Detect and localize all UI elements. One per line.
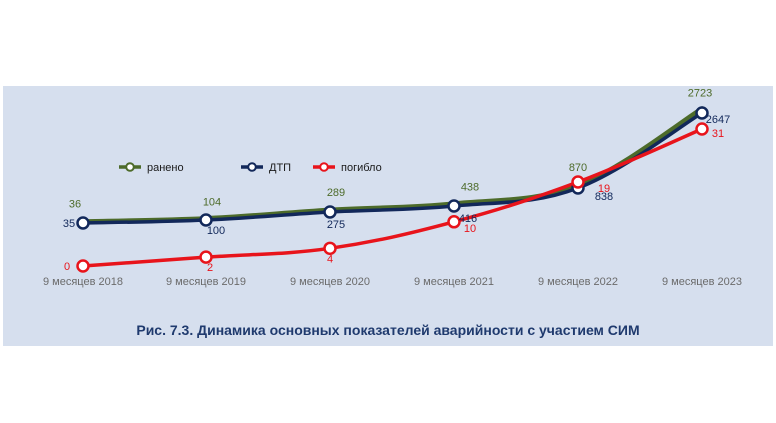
point-pogiblo-2 [323,241,337,256]
series-line-pogiblo [81,127,704,268]
point-dtp-3 [447,199,461,213]
chart-caption: Рис. 7.3. Динамика основных показателей … [136,322,640,338]
legend-marker-1 [247,162,257,172]
data-label-dtp-1: 100 [207,225,225,237]
data-label-pogiblo-3: 10 [464,223,476,235]
data-label-raneno-3: 438 [461,182,479,194]
point-pogiblo-5 [695,122,709,136]
x-tick-label-4: 9 месяцев 2022 [538,276,618,288]
point-pogiblo-4 [571,175,585,189]
data-label-pogiblo-2: 4 [327,253,333,265]
x-tick-label-3: 9 месяцев 2021 [414,276,494,288]
chart-panel: 36 104 289 438 870 2723 35 100 275 416 838 2647 0 2 4 1… [3,86,773,346]
data-label-raneno-0: 36 [69,198,81,210]
data-label-dtp-3: 416 [459,213,477,225]
point-dtp-2 [323,205,337,219]
x-tick-label-5: 9 месяцев 2023 [662,276,742,288]
legend-label-0: ранено [147,162,184,174]
data-label-pogiblo-5: 31 [712,128,724,140]
data-label-pogiblo-4: 19 [598,183,610,195]
line-chart: 36 104 289 438 870 2723 35 100 275 416 838 2647 0 2 4 1… [43,88,742,289]
point-dtp-1 [199,213,213,227]
data-label-pogiblo-1: 2 [207,262,213,274]
x-tick-label-1: 9 месяцев 2019 [166,276,246,288]
legend-marker-0 [125,162,135,172]
data-label-raneno-4: 870 [569,162,587,174]
data-label-dtp-5: 2647 [706,114,730,126]
x-tick-label-2: 9 месяцев 2020 [290,276,370,288]
point-pogiblo-1 [199,250,213,264]
series-line-dtp [81,111,704,225]
data-label-raneno-2: 289 [327,187,345,199]
data-label-raneno-1: 104 [203,196,221,208]
data-label-dtp-0: 35 [63,218,75,230]
data-label-dtp-4: 838 [595,191,613,203]
legend-marker-2 [319,162,329,172]
data-label-pogiblo-0: 0 [64,261,70,273]
data-label-raneno-5: 2723 [688,88,712,100]
point-dtp-5 [695,106,709,120]
point-pogiblo-0 [76,259,90,273]
x-tick-label-0: 9 месяцев 2018 [43,276,123,288]
legend-label-1: ДТП [269,162,291,174]
point-dtp-0 [76,216,90,230]
legend-label-2: погибло [341,162,382,174]
point-pogiblo-3 [447,215,461,229]
data-label-dtp-2: 275 [327,219,345,231]
